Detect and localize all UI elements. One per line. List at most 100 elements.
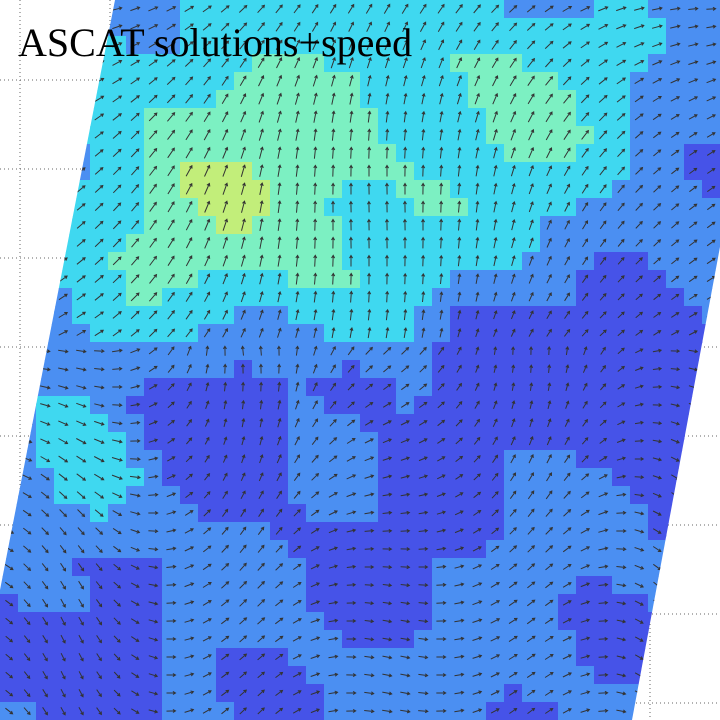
wind-arrow (672, 510, 679, 515)
speed-cell (702, 288, 720, 307)
speed-cell (18, 252, 37, 271)
speed-cell (684, 558, 703, 577)
wind-arrow (691, 635, 695, 643)
wind-arrow (77, 114, 86, 119)
wind-arrow (41, 204, 49, 210)
speed-cell (18, 324, 37, 343)
wind-arrow (707, 456, 714, 461)
speed-cell (630, 702, 649, 720)
speed-cell (702, 540, 720, 559)
speed-cell (684, 504, 703, 523)
wind-arrow (691, 599, 696, 607)
speed-cell (684, 666, 703, 685)
wind-arrow (5, 97, 14, 101)
speed-cell (54, 90, 73, 109)
speed-cell (0, 72, 19, 91)
speed-cell (666, 630, 685, 649)
speed-cell (702, 306, 720, 325)
wind-arrow (709, 671, 713, 680)
speed-cell (666, 648, 685, 667)
wind-arrow (5, 150, 14, 155)
wind-arrow (5, 277, 13, 282)
wind-arrow (4, 440, 13, 443)
wind-arrow (59, 186, 67, 192)
speed-cell (0, 216, 19, 235)
wind-arrow (4, 79, 13, 83)
speed-cell (684, 630, 703, 649)
speed-cell (666, 558, 685, 577)
title: ASCAT solutions+speed (18, 20, 412, 65)
wind-arrow (689, 421, 697, 425)
speed-cell (684, 684, 703, 703)
wind-arrow (41, 150, 49, 155)
speed-cell (54, 0, 73, 19)
wind-arrow (4, 349, 13, 352)
wind-arrow (23, 204, 31, 210)
wind-arrow (23, 295, 31, 300)
speed-cell (18, 144, 37, 163)
speed-cell (666, 702, 685, 720)
speed-cell (36, 324, 55, 343)
wind-arrow (59, 222, 67, 228)
wind-arrow (94, 7, 104, 10)
speed-cell (18, 414, 37, 433)
speed-cell (630, 684, 649, 703)
speed-cell (72, 90, 91, 109)
wind-arrow (672, 635, 677, 643)
speed-cell (72, 108, 91, 127)
speed-cell (648, 576, 667, 595)
wind-arrow (709, 689, 713, 698)
speed-cell (0, 360, 19, 379)
speed-cell (18, 90, 37, 109)
wind-arrow (672, 564, 678, 571)
wind-arrow (41, 295, 49, 300)
wind-arrow (4, 367, 13, 370)
speed-cell (18, 432, 37, 451)
wind-arrow (709, 581, 713, 589)
speed-cell (18, 162, 37, 181)
speed-cell (36, 342, 55, 361)
wind-arrow (690, 510, 696, 516)
wind-arrow (41, 276, 49, 281)
speed-cell (702, 378, 720, 397)
wind-arrow (691, 653, 695, 661)
speed-cell (702, 648, 720, 667)
speed-cell (54, 180, 73, 199)
wind-arrow (41, 222, 49, 228)
wind-arrow (709, 617, 713, 626)
wind-arrow (654, 636, 660, 642)
speed-cell (36, 234, 55, 253)
speed-cell (36, 288, 55, 307)
speed-cell (0, 144, 19, 163)
wind-arrow (4, 422, 14, 425)
wind-arrow (4, 458, 13, 461)
speed-cell (72, 144, 91, 163)
speed-cell (18, 306, 37, 325)
speed-cell (0, 252, 19, 271)
speed-cell (684, 522, 703, 541)
wind-arrow (5, 240, 13, 245)
speed-cell (0, 90, 19, 109)
wind-arrow (635, 709, 643, 713)
wind-arrow (654, 690, 661, 696)
wind-arrow (672, 707, 677, 714)
speed-cell (684, 594, 703, 613)
wind-arrow (5, 295, 13, 300)
speed-cell (702, 666, 720, 685)
wind-arrow (59, 132, 67, 137)
speed-cell (18, 216, 37, 235)
wind-arrow (690, 546, 695, 553)
wind-arrow (41, 97, 50, 102)
speed-cell (36, 180, 55, 199)
speed-cell (0, 54, 19, 73)
speed-cell (36, 144, 55, 163)
wind-arrow (654, 654, 660, 660)
wind-arrow (23, 313, 31, 317)
speed-cell (36, 126, 55, 145)
wind-arrow (654, 672, 660, 678)
speed-cell (0, 414, 19, 433)
speed-cell (18, 342, 37, 361)
wind-arrow (4, 7, 14, 10)
wind-arrow (76, 79, 85, 84)
wind-arrow (22, 368, 32, 371)
